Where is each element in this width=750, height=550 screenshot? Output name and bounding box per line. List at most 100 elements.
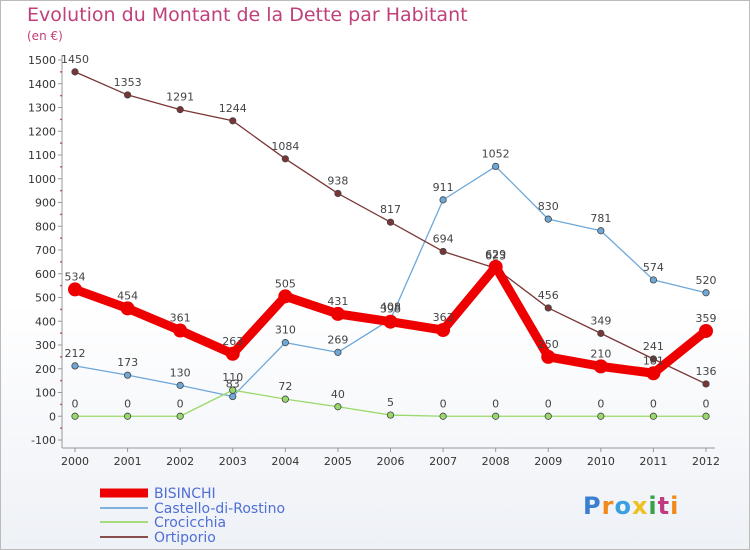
data-label: 0	[177, 397, 184, 410]
data-label: 136	[696, 365, 717, 378]
data-point	[649, 355, 658, 363]
data-point	[173, 323, 188, 338]
x-tick-label: 2011	[639, 455, 667, 468]
data-label: 181	[643, 354, 664, 367]
data-point	[597, 227, 605, 235]
data-label: 781	[590, 212, 611, 225]
legend-label: BISINCHI	[154, 486, 216, 502]
legend-label: Castello-di-Rostino	[154, 501, 285, 517]
data-point	[123, 91, 132, 99]
data-point	[702, 289, 710, 297]
y-minor-tick	[60, 260, 62, 263]
y-tick-label: 800	[35, 220, 56, 233]
y-tick-label: 100	[35, 387, 56, 400]
data-point	[593, 359, 608, 374]
y-minor-tick	[60, 237, 62, 240]
data-point	[386, 218, 395, 226]
y-tick-label: 0	[49, 410, 56, 423]
data-label: 0	[124, 397, 131, 410]
data-label: 817	[380, 203, 401, 216]
data-point	[281, 155, 289, 163]
data-label: 212	[65, 347, 86, 360]
data-point	[699, 323, 713, 338]
data-point	[334, 403, 342, 411]
data-label: 520	[696, 274, 717, 287]
y-minor-tick	[60, 284, 62, 287]
data-point	[597, 329, 605, 337]
x-tick-label: 2005	[324, 455, 352, 468]
data-point	[544, 304, 552, 312]
data-point	[439, 196, 447, 204]
data-label: 0	[440, 397, 447, 410]
data-label: 0	[703, 397, 710, 410]
x-tick-label: 2009	[534, 455, 562, 468]
data-label: 456	[538, 289, 559, 302]
data-point	[225, 346, 240, 361]
data-label: 1353	[114, 76, 142, 89]
legend-label: Ortiporio	[154, 530, 216, 546]
data-label: 1450	[61, 53, 89, 66]
data-label: 623	[485, 249, 506, 262]
data-label: 40	[331, 388, 345, 401]
data-point	[488, 259, 503, 274]
data-point	[386, 411, 395, 419]
data-label: 408	[380, 300, 401, 313]
data-point	[334, 348, 342, 356]
data-point	[544, 412, 552, 420]
data-label: 938	[327, 174, 348, 187]
data-label: 574	[643, 261, 664, 274]
data-point	[229, 117, 237, 125]
y-tick-label: 900	[35, 197, 56, 210]
y-minor-tick	[60, 94, 62, 97]
data-label: 629	[485, 248, 506, 261]
y-tick-label: 1200	[28, 125, 56, 138]
data-label: 310	[275, 324, 296, 337]
data-label: 1084	[271, 140, 299, 153]
y-minor-tick	[60, 332, 62, 335]
data-label: 72	[278, 380, 292, 393]
y-tick-label: 400	[35, 315, 56, 328]
data-label: 911	[433, 181, 454, 194]
data-point	[702, 412, 710, 420]
y-tick-label: 200	[35, 363, 56, 376]
data-label: 263	[222, 335, 243, 348]
y-minor-tick	[60, 355, 62, 358]
x-tick-label: 2001	[114, 455, 142, 468]
data-label: 110	[222, 371, 243, 384]
data-point	[71, 68, 79, 76]
x-tick-label: 2003	[219, 455, 247, 468]
data-point	[71, 412, 79, 420]
data-point	[120, 301, 135, 316]
data-point	[123, 412, 132, 420]
data-label: 130	[170, 366, 191, 379]
proxiti-logo: Proxiti	[583, 492, 680, 520]
data-point	[597, 412, 605, 420]
x-tick-label: 2012	[692, 455, 720, 468]
data-point	[123, 371, 132, 379]
data-label: 173	[117, 356, 138, 369]
data-point	[176, 106, 184, 114]
y-tick-label: -100	[31, 434, 56, 447]
y-minor-tick	[60, 379, 62, 382]
y-tick-label: 1400	[28, 78, 56, 91]
data-label: 210	[590, 347, 611, 360]
data-point	[281, 395, 289, 403]
series-line-castello-di-rostino	[74, 165, 707, 398]
data-point	[649, 276, 658, 284]
x-tick-label: 2000	[61, 455, 89, 468]
chart-subtitle: (en €)	[27, 29, 63, 43]
data-label: 349	[590, 314, 611, 327]
data-label: 1052	[482, 147, 510, 160]
data-point	[439, 412, 447, 420]
y-tick-label: 700	[35, 244, 56, 257]
data-point	[383, 314, 398, 329]
data-point	[278, 289, 293, 304]
x-tick-label: 2006	[377, 455, 405, 468]
data-label: 431	[327, 295, 348, 308]
data-label: 1244	[219, 102, 247, 115]
y-minor-tick	[60, 213, 62, 216]
data-point	[646, 366, 661, 381]
y-tick-label: 500	[35, 292, 56, 305]
data-label: 269	[327, 333, 348, 346]
